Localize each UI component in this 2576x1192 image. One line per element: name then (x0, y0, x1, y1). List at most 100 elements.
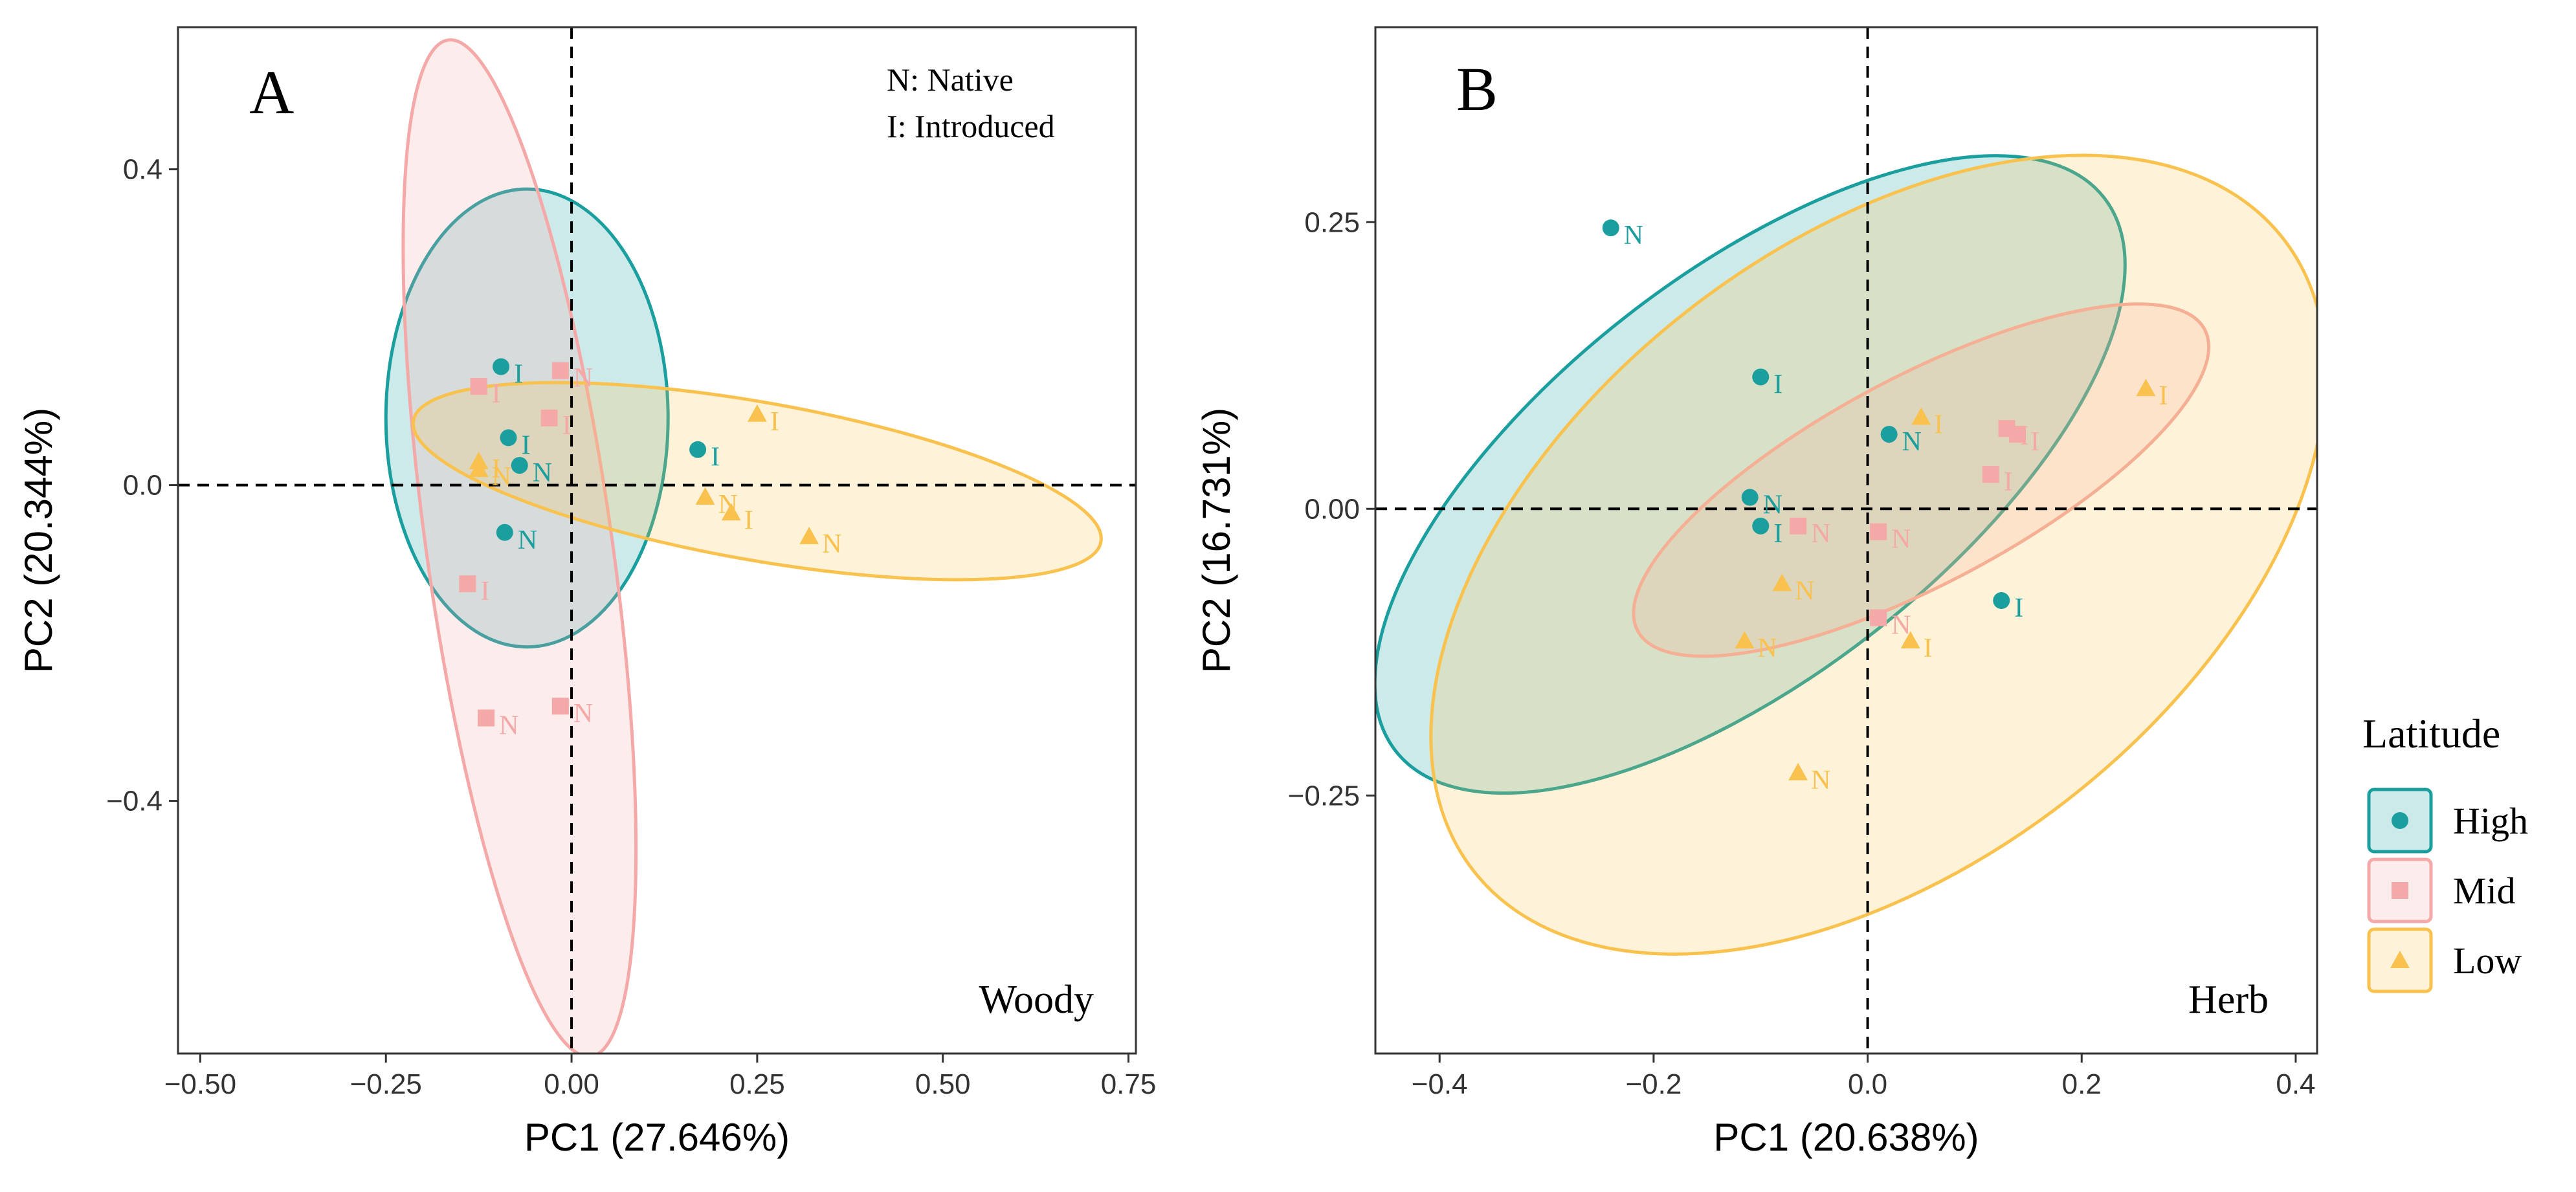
point-label-high: N (1763, 491, 1782, 520)
point-label-mid: I (2030, 427, 2039, 457)
point-label-high: I (2014, 593, 2023, 623)
y-tick-label: 0.00 (1304, 493, 1360, 525)
confidence-ellipses (1375, 153, 2317, 956)
point-high (689, 441, 707, 458)
point-mid (459, 575, 476, 593)
y-tick-label: −0.25 (1288, 780, 1360, 811)
point-label-mid: I (2004, 467, 2013, 497)
corner-label: Herb (2188, 978, 2269, 1022)
x-tick-label: −0.4 (1412, 1068, 1468, 1100)
x-tick-label: 0.50 (915, 1068, 971, 1100)
point-label-high: I (711, 443, 720, 472)
x-tick-label: −0.25 (350, 1068, 422, 1100)
legend-title: Latitude (2362, 711, 2500, 756)
point-label-mid: N (499, 711, 518, 741)
panel-note-line: I: Introduced (887, 108, 1055, 144)
ellipse-low (1429, 153, 2317, 956)
point-label-mid: N (573, 699, 593, 729)
legend-label-mid: Mid (2453, 870, 2516, 912)
point-mid (1790, 517, 1807, 535)
point-label-mid: N (1811, 519, 1830, 549)
point-label-low: N (492, 462, 511, 492)
point-high (496, 524, 513, 541)
point-mid (1982, 466, 1999, 483)
x-tick-label: −0.50 (164, 1068, 236, 1100)
legend-marker-low (2390, 951, 2410, 968)
point-low (1735, 631, 1755, 649)
point-label-mid: N (1891, 525, 1911, 555)
point-label-high: I (514, 360, 523, 390)
x-tick-label: −0.2 (1625, 1068, 1682, 1100)
legend-marker-high (2392, 812, 2408, 829)
point-high (1752, 517, 1770, 535)
point-mid (551, 698, 569, 715)
point-low (695, 487, 715, 505)
point-label-low: I (1934, 410, 1943, 440)
panel-b: NINNIIIIINNNIINNIN−0.4−0.20.00.20.4−0.25… (1195, 26, 2318, 1159)
point-label-low: I (744, 505, 753, 535)
x-tick-label: 0.25 (729, 1068, 785, 1100)
panel-letter: A (249, 58, 294, 127)
x-tick-label: 0.0 (1848, 1068, 1887, 1100)
y-tick-label: 0.0 (123, 470, 162, 502)
point-high (511, 457, 528, 474)
x-tick-label: 0.00 (544, 1068, 599, 1100)
point-label-low: N (822, 529, 841, 559)
point-high (1741, 489, 1759, 506)
point-label-high: I (522, 430, 531, 460)
ellipse-high (1375, 154, 2127, 795)
point-low (1900, 631, 1920, 649)
x-tick-label: 0.2 (2062, 1068, 2102, 1100)
point-high (1752, 368, 1770, 386)
panel-letter: B (1456, 54, 1498, 124)
point-label-mid: N (573, 364, 593, 393)
point-high (500, 429, 517, 447)
x-tick-label: 0.75 (1101, 1068, 1157, 1100)
point-label-low: I (2159, 381, 2168, 411)
point-low (1788, 762, 1808, 780)
panel-note-line: N: Native (887, 61, 1014, 98)
point-low (469, 459, 489, 478)
point-label-high: N (1624, 221, 1643, 250)
y-tick-label: 0.25 (1304, 206, 1360, 238)
ellipse-mid (401, 38, 638, 1054)
ellipse-high (384, 187, 670, 649)
point-high (1602, 219, 1619, 237)
plot-frame (177, 26, 1137, 1055)
point-high (1880, 426, 1898, 443)
point-label-high: N (533, 458, 552, 488)
point-label-low: I (770, 407, 779, 437)
point-mid (540, 409, 558, 426)
point-mid (470, 378, 487, 395)
y-axis-title: PC2 (20.344%) (17, 408, 60, 673)
y-tick-label: 0.4 (123, 154, 162, 186)
point-label-high: N (1902, 427, 1922, 457)
point-label-mid: I (480, 577, 489, 606)
point-label-low: N (1757, 634, 1777, 663)
ellipse-mid (1632, 302, 2211, 658)
point-label-mid: N (1891, 611, 1911, 641)
point-mid (1870, 523, 1887, 540)
point-low (747, 404, 767, 422)
point-low (2136, 379, 2156, 397)
point-label-high: N (518, 525, 537, 555)
point-mid (478, 709, 495, 727)
x-axis-title: PC1 (20.638%) (1713, 1116, 1979, 1159)
point-label-low: I (492, 454, 501, 484)
legend: Latitude High Mid Low (2362, 711, 2528, 993)
legend-label-low: Low (2453, 940, 2522, 982)
point-low (1772, 573, 1792, 591)
point-low (799, 526, 819, 544)
point-label-high: I (1773, 370, 1782, 399)
x-tick-label: 0.4 (2276, 1068, 2315, 1100)
point-low (1911, 407, 1931, 425)
legend-marker-mid (2392, 882, 2408, 899)
point-low (721, 503, 741, 521)
legend-label-high: High (2453, 800, 2528, 842)
